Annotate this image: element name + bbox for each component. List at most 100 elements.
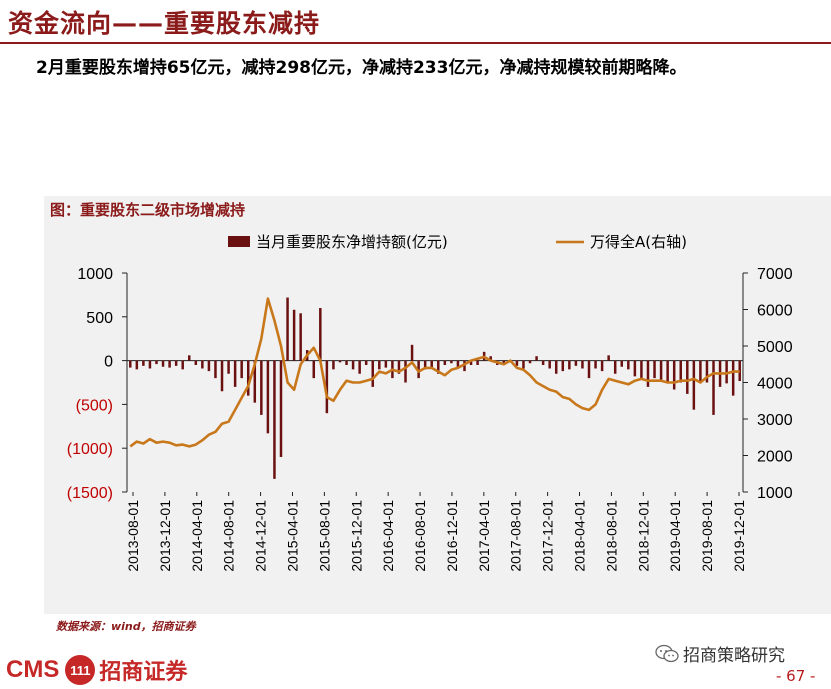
bar bbox=[633, 360, 637, 377]
bar bbox=[378, 360, 381, 370]
bar bbox=[561, 360, 565, 372]
right-tick-label: 6000 bbox=[757, 303, 793, 320]
bar bbox=[594, 360, 597, 369]
bar bbox=[476, 360, 479, 365]
left-tick-label: (500) bbox=[76, 397, 113, 414]
bar bbox=[430, 360, 433, 368]
bar bbox=[129, 360, 132, 368]
bar bbox=[738, 360, 741, 382]
bar bbox=[705, 360, 709, 383]
right-tick-label: 3000 bbox=[757, 412, 793, 429]
x-tick-label: 2014-12-01 bbox=[253, 500, 269, 572]
bar bbox=[646, 360, 650, 387]
bar bbox=[266, 360, 270, 434]
bar bbox=[672, 360, 676, 390]
bar bbox=[568, 360, 571, 370]
left-tick-label: 1000 bbox=[77, 266, 113, 283]
bar bbox=[574, 360, 578, 366]
title-divider bbox=[0, 42, 831, 44]
bar bbox=[332, 360, 335, 370]
bar bbox=[469, 360, 473, 365]
bar bbox=[194, 360, 198, 365]
bar bbox=[699, 360, 702, 382]
left-tick-label: 0 bbox=[104, 354, 113, 371]
bar bbox=[731, 360, 735, 396]
x-tick-label: 2018-08-01 bbox=[603, 500, 619, 572]
left-tick-label: (1000) bbox=[67, 441, 113, 458]
bar bbox=[279, 360, 283, 457]
x-tick-label: 2018-04-01 bbox=[572, 500, 588, 572]
bar bbox=[456, 360, 460, 368]
bar bbox=[653, 360, 656, 379]
bar bbox=[528, 360, 532, 364]
bar bbox=[207, 360, 211, 372]
bar bbox=[666, 360, 669, 382]
right-tick-label: 2000 bbox=[757, 449, 793, 466]
left-tick-label: 500 bbox=[86, 310, 113, 327]
wechat-account: 招商策略研究 bbox=[655, 641, 785, 666]
bar bbox=[600, 360, 604, 372]
page-number: - 67 - bbox=[776, 667, 816, 685]
bar bbox=[319, 308, 322, 361]
bar bbox=[384, 360, 388, 368]
bar bbox=[581, 360, 584, 369]
bar bbox=[417, 360, 420, 379]
x-tick-label: 2014-08-01 bbox=[221, 500, 237, 572]
brand-name: 招商证券 bbox=[99, 660, 188, 685]
bar bbox=[253, 360, 257, 403]
x-tick-label: 2016-12-01 bbox=[444, 500, 460, 572]
legend-bar-label: 当月重要股东净增持额(亿元) bbox=[256, 233, 448, 251]
right-tick-label: 4000 bbox=[757, 376, 793, 393]
bar bbox=[489, 356, 492, 361]
x-tick-label: 2015-12-01 bbox=[348, 500, 364, 572]
bar bbox=[620, 360, 624, 367]
bar bbox=[240, 360, 243, 379]
left-tick-label: (1500) bbox=[67, 485, 113, 502]
index-line bbox=[129, 297, 740, 448]
bar bbox=[299, 313, 302, 361]
bar bbox=[135, 360, 139, 370]
bar bbox=[345, 360, 348, 365]
bar bbox=[692, 360, 696, 410]
bar bbox=[220, 360, 224, 392]
bar bbox=[397, 360, 401, 374]
cms-logo-text: CMS bbox=[6, 656, 60, 683]
bar bbox=[148, 360, 152, 369]
bar bbox=[548, 360, 551, 369]
summary-text: 2月重要股东增持65亿元，减持298亿元，净减持233亿元，净减持规模较前期略降… bbox=[36, 58, 687, 78]
bar bbox=[522, 360, 525, 369]
bar bbox=[535, 356, 538, 361]
bar bbox=[233, 360, 237, 387]
page-title: 资金流向——重要股东减持 bbox=[8, 9, 321, 38]
x-tick-label: 2019-12-01 bbox=[731, 500, 747, 572]
x-tick-label: 2013-08-01 bbox=[125, 500, 141, 572]
x-tick-label: 2019-04-01 bbox=[667, 500, 683, 572]
bar bbox=[712, 360, 715, 415]
bar bbox=[659, 360, 663, 380]
wechat-icon bbox=[655, 644, 679, 662]
bar bbox=[161, 360, 165, 367]
bar bbox=[502, 360, 506, 365]
bar bbox=[541, 360, 545, 365]
cms-coin-icon: 111 bbox=[65, 655, 96, 685]
right-tick-label: 5000 bbox=[757, 339, 793, 356]
bar bbox=[613, 360, 617, 374]
bar bbox=[214, 360, 217, 379]
legend-line-label: 万得全A(右轴) bbox=[590, 233, 687, 251]
bar bbox=[174, 360, 178, 366]
bar bbox=[679, 360, 682, 383]
bar bbox=[273, 360, 276, 479]
bar bbox=[260, 360, 263, 415]
x-tick-label: 2016-04-01 bbox=[380, 500, 396, 572]
bar bbox=[371, 360, 374, 387]
bar bbox=[142, 360, 145, 366]
bar bbox=[404, 360, 407, 383]
bar bbox=[358, 360, 361, 374]
figure-title: 图：重要股东二级市场增减持 bbox=[50, 201, 246, 219]
x-tick-label: 2019-08-01 bbox=[699, 500, 715, 572]
bar bbox=[450, 360, 453, 364]
bar bbox=[686, 360, 689, 394]
bar bbox=[188, 355, 191, 361]
bar bbox=[725, 360, 728, 384]
